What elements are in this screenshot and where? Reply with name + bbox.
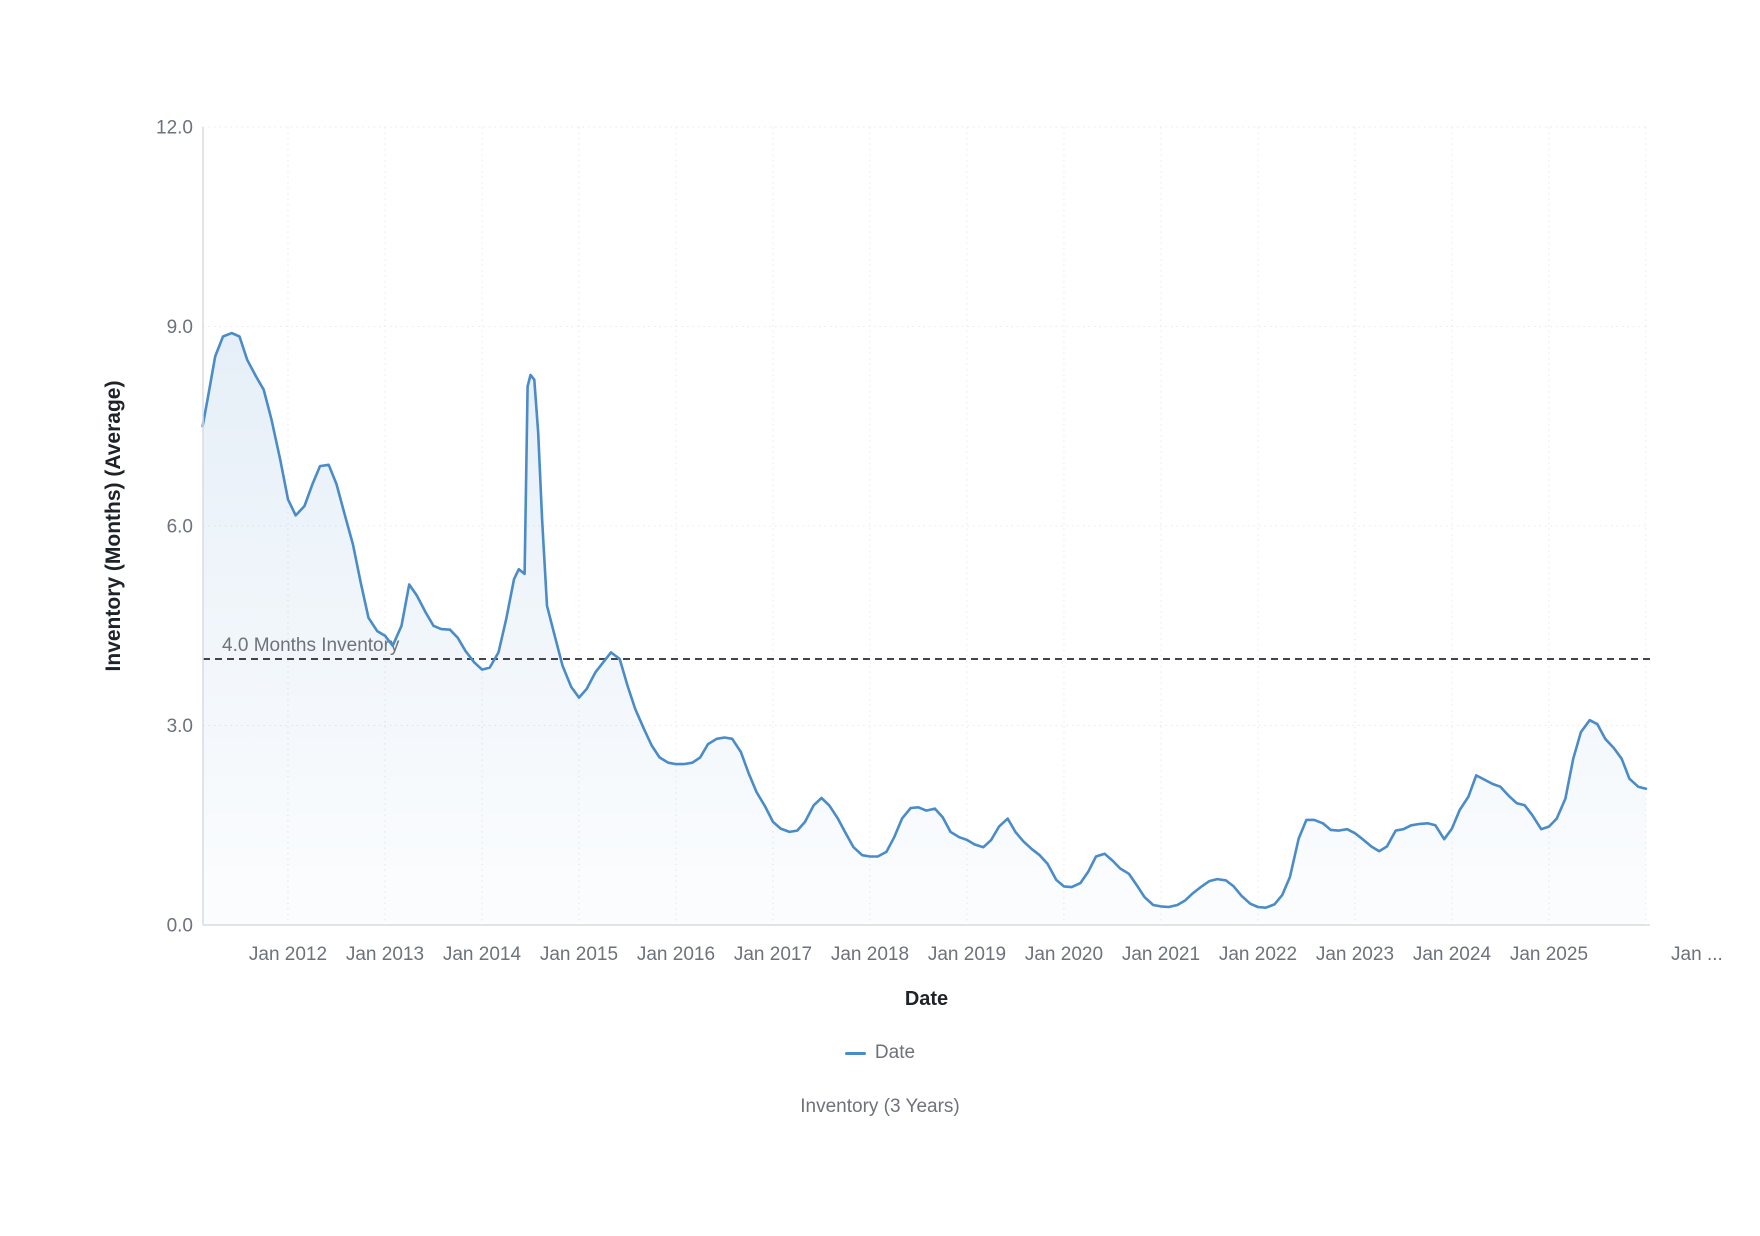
series-line-date bbox=[201, 331, 1648, 909]
x-tick-label: Jan 2024 bbox=[1413, 944, 1492, 965]
x-tick-label: Jan 2012 bbox=[249, 944, 327, 965]
legend-label: Date bbox=[874, 1042, 916, 1063]
x-tick-label: Jan 2020 bbox=[1025, 944, 1103, 965]
legend: Date bbox=[0, 1042, 1760, 1064]
x-tick-label: Jan 2023 bbox=[1316, 944, 1394, 965]
x-axis-title: Date bbox=[904, 988, 949, 1010]
legend-line-swatch bbox=[844, 1051, 866, 1055]
x-tick-label: Jan 2015 bbox=[540, 944, 618, 965]
x-tick-label: Jan 2018 bbox=[831, 944, 909, 965]
threshold-label: 4.0 Months Inventory bbox=[222, 635, 400, 656]
y-tick-label: 6.0 bbox=[167, 517, 193, 538]
x-tick-label: Jan 2016 bbox=[637, 944, 715, 965]
x-tick-label: Jan 2017 bbox=[734, 944, 812, 965]
y-tick-label: 9.0 bbox=[167, 317, 193, 338]
x-tick-label: Jan 2021 bbox=[1122, 944, 1200, 965]
y-tick-label: 3.0 bbox=[167, 716, 193, 737]
x-tick-label: Jan 2025 bbox=[1510, 944, 1588, 965]
x-tick-label: Jan 2013 bbox=[346, 944, 424, 965]
chart-subtitle: Inventory (3 Years) bbox=[800, 1096, 960, 1117]
y-tick-label: 12.0 bbox=[156, 118, 193, 139]
legend-item-date[interactable]: Date bbox=[844, 1042, 916, 1064]
x-tick-label: Jan 2022 bbox=[1219, 944, 1297, 965]
y-tick-label: 0.0 bbox=[167, 916, 193, 937]
y-axis-title: Inventory (Months) (Average) bbox=[102, 380, 125, 672]
x-tick-label: Jan 2014 bbox=[443, 944, 522, 965]
series-area-date bbox=[202, 333, 1646, 926]
x-tick-label: Jan ... bbox=[1671, 944, 1723, 965]
x-tick-label: Jan 2019 bbox=[928, 944, 1006, 965]
